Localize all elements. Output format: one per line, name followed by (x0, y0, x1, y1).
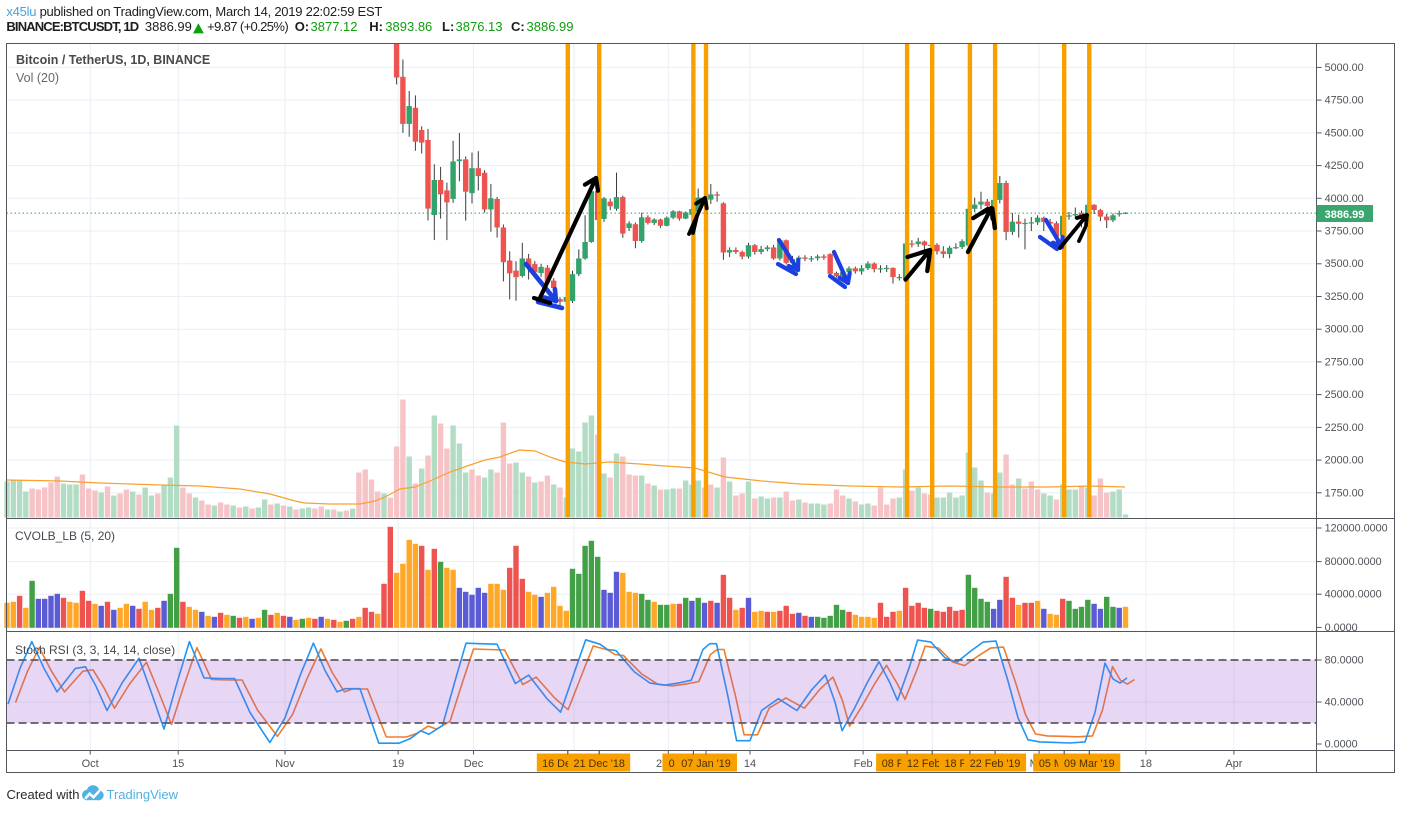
svg-text:Apr: Apr (1225, 758, 1242, 770)
svg-text:3886.99: 3886.99 (527, 19, 574, 34)
svg-text:5000.00: 5000.00 (1325, 62, 1364, 74)
svg-text:3886.99: 3886.99 (1325, 209, 1365, 221)
svg-text:3886.99: 3886.99 (145, 19, 192, 34)
svg-text:x45lu published on TradingView: x45lu published on TradingView.com, Marc… (6, 4, 382, 19)
svg-text:4250.00: 4250.00 (1325, 160, 1364, 172)
svg-text:Vol (20): Vol (20) (16, 71, 59, 85)
svg-text:3500.00: 3500.00 (1325, 258, 1364, 270)
svg-text:CVOLB_LB (5, 20): CVOLB_LB (5, 20) (15, 529, 115, 543)
svg-text:2500.00: 2500.00 (1325, 389, 1364, 401)
svg-text:4000.00: 4000.00 (1325, 193, 1364, 205)
svg-text:0.0000: 0.0000 (1325, 739, 1358, 751)
svg-text:Nov: Nov (275, 758, 295, 770)
svg-text:3250.00: 3250.00 (1325, 291, 1364, 303)
svg-text:15: 15 (172, 758, 184, 770)
svg-text:09 Mar '19: 09 Mar '19 (1064, 758, 1115, 770)
svg-text:40000.0000: 40000.0000 (1325, 589, 1382, 601)
svg-text:22 Feb '19: 22 Feb '19 (970, 758, 1021, 770)
svg-text:+9.87 (+0.25%): +9.87 (+0.25%) (207, 19, 288, 34)
svg-text:Oct: Oct (82, 758, 99, 770)
svg-text:3000.00: 3000.00 (1325, 324, 1364, 336)
svg-text:Stoch RSI (3, 3, 14, 14, close: Stoch RSI (3, 3, 14, 14, close) (15, 643, 175, 657)
svg-text:80000.0000: 80000.0000 (1325, 556, 1382, 568)
svg-text:O:: O: (295, 19, 309, 34)
svg-text:Created with: Created with (7, 787, 80, 802)
svg-text:3877.12: 3877.12 (311, 19, 358, 34)
svg-text:Dec: Dec (464, 758, 484, 770)
svg-text:C:: C: (511, 19, 525, 34)
svg-text:40.0000: 40.0000 (1325, 697, 1364, 709)
svg-text:H:: H: (369, 19, 383, 34)
svg-text:80.0000: 80.0000 (1325, 655, 1364, 667)
svg-text:0.0000: 0.0000 (1325, 622, 1358, 634)
svg-text:120000.0000: 120000.0000 (1325, 523, 1388, 535)
svg-text:3876.13: 3876.13 (456, 19, 503, 34)
svg-text:3893.86: 3893.86 (385, 19, 432, 34)
svg-text:L:: L: (442, 19, 454, 34)
svg-text:1750.00: 1750.00 (1325, 487, 1364, 499)
svg-text:4500.00: 4500.00 (1325, 127, 1364, 139)
svg-text:07 Jan '19: 07 Jan '19 (681, 758, 731, 770)
svg-text:Bitcoin / TetherUS, 1D, BINANC: Bitcoin / TetherUS, 1D, BINANCE (16, 53, 210, 67)
svg-text:3750.00: 3750.00 (1325, 226, 1364, 238)
svg-text:18: 18 (1140, 758, 1152, 770)
svg-text:14: 14 (744, 758, 756, 770)
svg-text:TradingView: TradingView (107, 787, 179, 802)
svg-text:19: 19 (392, 758, 404, 770)
svg-text:Feb: Feb (854, 758, 873, 770)
svg-text:2250.00: 2250.00 (1325, 422, 1364, 434)
svg-text:4750.00: 4750.00 (1325, 95, 1364, 107)
svg-text:2750.00: 2750.00 (1325, 356, 1364, 368)
svg-text:2000.00: 2000.00 (1325, 455, 1364, 467)
svg-text:BINANCE:BTCUSDT, 1D: BINANCE:BTCUSDT, 1D (6, 19, 138, 34)
svg-text:21 Dec '18: 21 Dec '18 (574, 758, 625, 770)
